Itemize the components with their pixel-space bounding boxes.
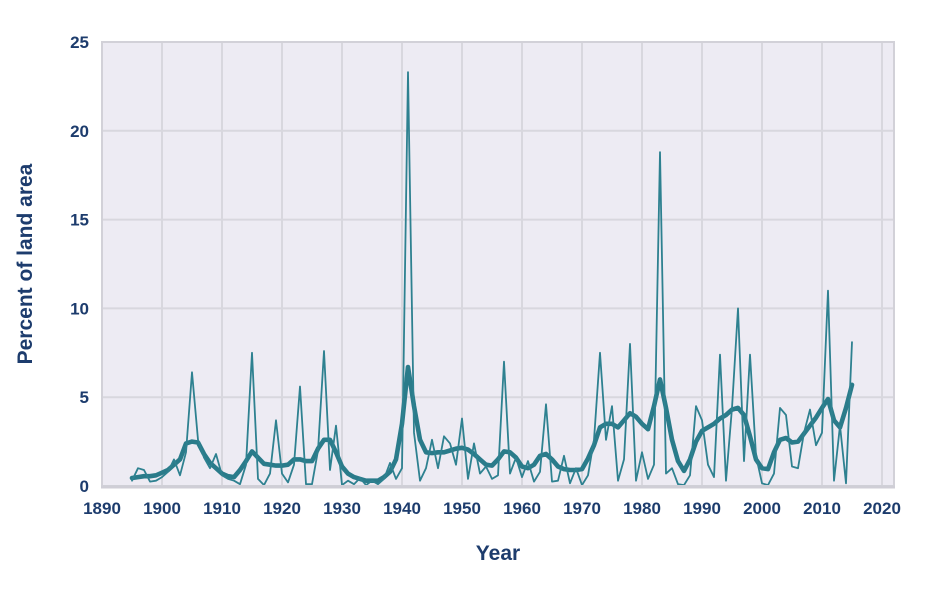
y-axis-title: Percent of land area — [14, 163, 37, 364]
y-tick-label: 10 — [70, 299, 89, 318]
x-tick-label: 1910 — [203, 499, 241, 518]
y-tick-label: 20 — [70, 122, 89, 141]
x-tick-label: 1940 — [383, 499, 421, 518]
x-tick-label: 2000 — [743, 499, 781, 518]
x-tick-label: 1990 — [683, 499, 721, 518]
x-tick-label: 1950 — [443, 499, 481, 518]
tick-label-layer: 1890 1900 1910 1920 1930 1940 1950 1960 1970 1980… — [70, 33, 901, 518]
x-tick-label: 2020 — [863, 499, 901, 518]
x-tick-label: 1960 — [503, 499, 541, 518]
x-axis-title: Year — [476, 542, 520, 565]
x-tick-label: 1930 — [323, 499, 361, 518]
y-tick-label: 25 — [70, 33, 89, 52]
plot-background — [102, 42, 894, 486]
annual-percent-of-land-area-line — [131, 71, 853, 487]
data-series-layer — [129, 71, 855, 487]
y-tick-label: 5 — [80, 388, 89, 407]
plot-area-layer — [102, 42, 894, 486]
x-tick-label: 2010 — [803, 499, 841, 518]
x-tick-label: 1900 — [143, 499, 181, 518]
x-tick-label: 1920 — [263, 499, 301, 518]
x-tick-label: 1980 — [623, 499, 661, 518]
plot-frame-layer — [101, 41, 895, 489]
y-tick-label: 0 — [80, 477, 89, 496]
x-tick-label: 1890 — [83, 499, 121, 518]
y-tick-label: 15 — [70, 211, 89, 230]
gridline-layer — [101, 41, 894, 487]
x-tick-label: 1970 — [563, 499, 601, 518]
